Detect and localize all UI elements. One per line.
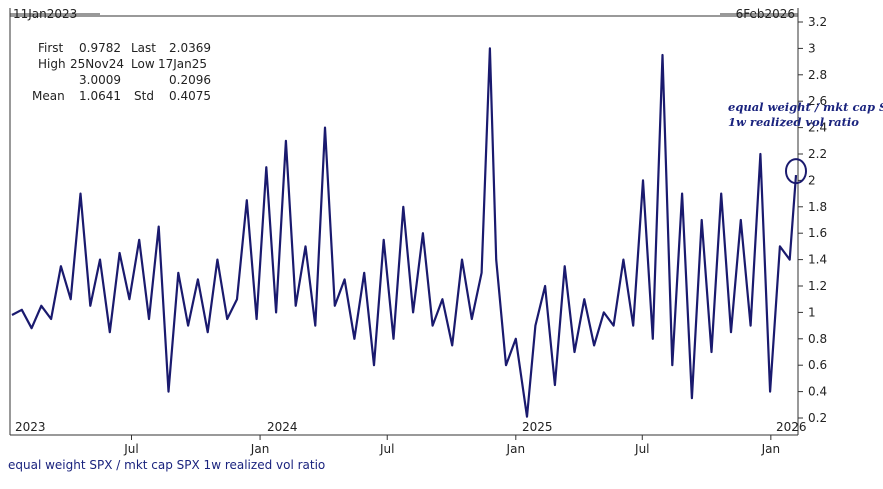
stats-last-label: Last bbox=[131, 41, 156, 55]
year-label-2026: 2026 bbox=[776, 420, 807, 434]
y-tick-label: 2.8 bbox=[808, 68, 827, 82]
y-tick-label: 0.8 bbox=[808, 332, 827, 346]
chart-footer-caption: equal weight SPX / mkt cap SPX 1w realiz… bbox=[8, 458, 326, 472]
y-tick-label: 1.4 bbox=[808, 253, 827, 267]
stats-high-date: 25Nov24 bbox=[70, 57, 124, 71]
stats-low-label: Low bbox=[131, 57, 155, 71]
x-tick-label: Jan bbox=[761, 442, 781, 456]
year-label-2023: 2023 bbox=[15, 420, 46, 434]
end-date-label: 6Feb2026 bbox=[736, 7, 795, 21]
stats-first-value: 0.9782 bbox=[79, 41, 121, 55]
stats-std-label: Std bbox=[134, 89, 154, 103]
series-line bbox=[11, 47, 798, 418]
stats-last-value: 2.0369 bbox=[169, 41, 211, 55]
x-tick-label: Jul bbox=[123, 442, 138, 456]
annotation-line-1: equal weight / mkt cap SPX bbox=[728, 100, 883, 114]
stats-high-label: High bbox=[38, 57, 66, 71]
y-tick-label: 0.2 bbox=[808, 411, 827, 425]
y-tick-label: 0.6 bbox=[808, 358, 827, 372]
x-tick-label: Jul bbox=[634, 442, 649, 456]
y-tick-label: 0.4 bbox=[808, 385, 827, 399]
y-tick-label: 2 bbox=[808, 173, 816, 187]
y-axis-ticks: 0.2 0.4 0.6 0.8 1 1.2 1.4 1.6 1.8 2 2.2 2.4 2.6 2.8 3 3… bbox=[798, 15, 827, 425]
stats-low-date: 17Jan25 bbox=[158, 57, 207, 71]
y-tick-label: 1.8 bbox=[808, 200, 827, 214]
y-tick-label: 2.4 bbox=[808, 121, 827, 135]
stats-mean-value: 1.0641 bbox=[79, 89, 121, 103]
stats-high-value: 3.0009 bbox=[79, 73, 121, 87]
x-tick-label: Jan bbox=[250, 442, 270, 456]
x-tick-label: Jul bbox=[379, 442, 394, 456]
year-label-2025: 2025 bbox=[522, 420, 553, 434]
stats-std-value: 0.4075 bbox=[169, 89, 211, 103]
y-tick-label: 2.2 bbox=[808, 147, 827, 161]
stats-mean-label: Mean bbox=[32, 89, 65, 103]
y-tick-label: 2.6 bbox=[808, 94, 827, 108]
y-tick-label: 1.2 bbox=[808, 279, 827, 293]
year-label-2024: 2024 bbox=[267, 420, 298, 434]
x-tick-label: Jan bbox=[506, 442, 526, 456]
y-tick-label: 1 bbox=[808, 305, 816, 319]
y-tick-label: 1.6 bbox=[808, 226, 827, 240]
y-tick-label: 3 bbox=[808, 41, 816, 55]
last-value-highlight-circle bbox=[785, 158, 807, 185]
start-date-label: 11Jan2023 bbox=[13, 7, 77, 21]
y-tick-label: 3.2 bbox=[808, 15, 827, 29]
stats-first-label: First bbox=[38, 41, 64, 55]
stats-low-value: 0.2096 bbox=[169, 73, 211, 87]
annotation-line-2: 1w realized vol ratio bbox=[728, 115, 859, 129]
x-axis-ticks: Jul Jan Jul Jan Jul Jan bbox=[123, 435, 780, 456]
